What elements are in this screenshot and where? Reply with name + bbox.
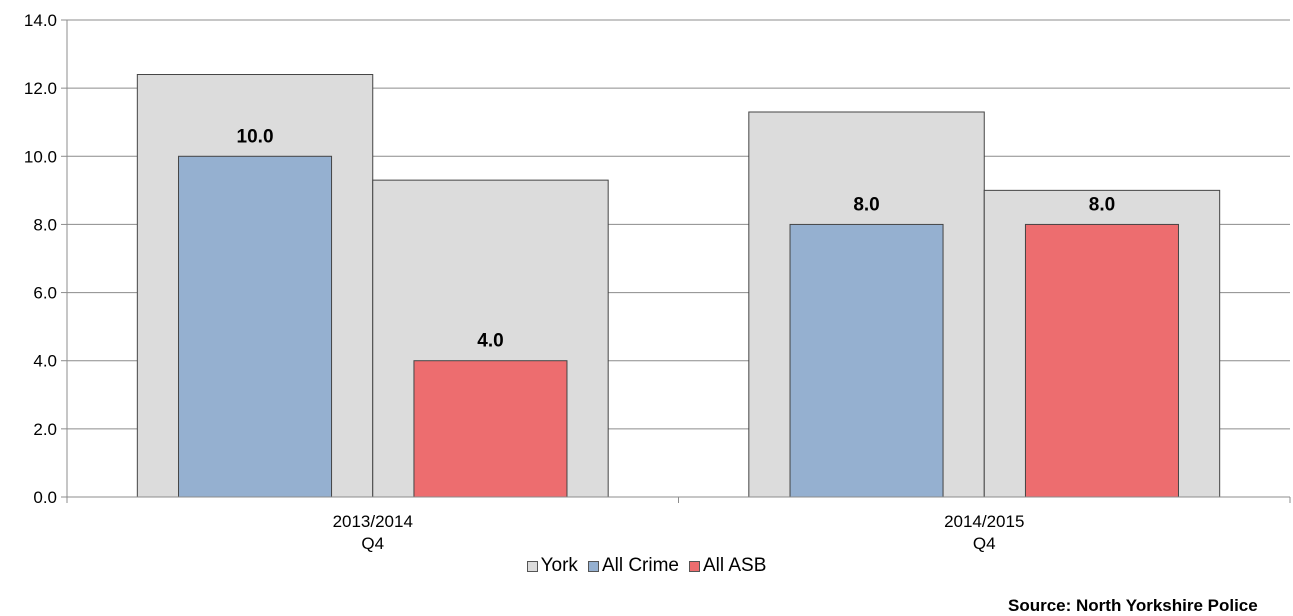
data-label: 4.0: [477, 331, 503, 352]
legend-label-all-crime: All Crime: [601, 555, 679, 576]
y-tick-label: 10.0: [24, 147, 57, 166]
x-tick-label: 2014/2015: [944, 512, 1024, 531]
y-tick-label: 4.0: [33, 352, 57, 371]
legend-item-york: York: [526, 555, 578, 577]
y-tick-label: 0.0: [33, 488, 57, 507]
legend-item-all-asb: All ASB: [689, 555, 766, 577]
legend-swatch-all-crime: [587, 560, 599, 572]
chart: 0.0 2.0 4.0 6.0 8.0 10.0 12.0 14.0 10.0 8.0 4.0 8.0…: [24, 11, 1291, 553]
data-bars: [178, 155, 1179, 498]
data-label: 8.0: [1089, 194, 1115, 215]
legend-swatch-york: [526, 560, 538, 572]
x-tick-label: Q4: [973, 534, 996, 553]
y-tick-label: 2.0: [33, 420, 57, 439]
bar: [1024, 223, 1179, 498]
legend: York All Crime All ASB: [0, 555, 1293, 577]
labels: 0.0 2.0 4.0 6.0 8.0 10.0 12.0 14.0 10.0 8.0 4.0 8.0…: [24, 11, 1115, 553]
legend-label-york: York: [540, 555, 578, 576]
legend-item-all-crime: All Crime: [587, 555, 679, 577]
y-tick-label: 8.0: [33, 215, 57, 234]
y-tick-label: 14.0: [24, 11, 57, 30]
y-tick-label: 6.0: [33, 284, 57, 303]
bar: [789, 223, 944, 498]
data-label: 10.0: [237, 126, 274, 147]
legend-swatch-all-asb: [689, 560, 700, 572]
data-label: 8.0: [853, 194, 879, 215]
y-tick-label: 12.0: [24, 79, 57, 98]
legend-label-all-asb: All ASB: [703, 555, 767, 576]
bar: [178, 155, 333, 498]
source-note: Source: North Yorkshire Police: [1008, 596, 1258, 615]
axes: [61, 19, 1291, 503]
x-tick-label: 2013/2014: [333, 512, 413, 531]
x-tick-label: Q4: [361, 534, 384, 553]
bar: [413, 360, 568, 498]
